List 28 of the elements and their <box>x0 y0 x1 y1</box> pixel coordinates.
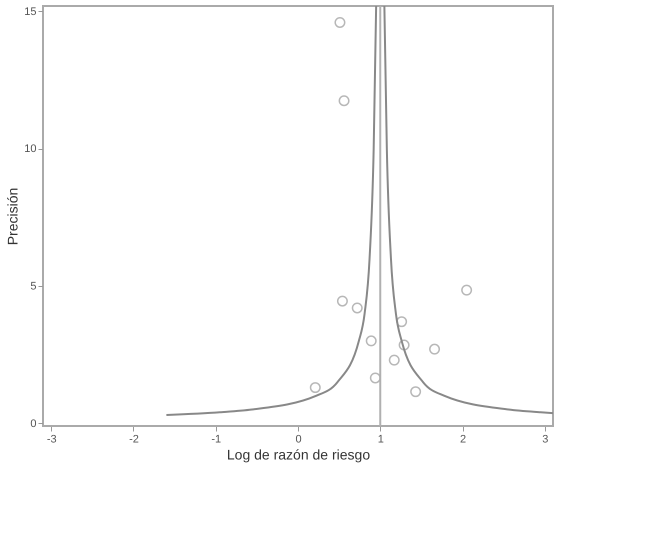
x-tick-label: 1 <box>378 434 384 446</box>
point <box>429 344 440 355</box>
x-tick-label: 3 <box>542 434 548 446</box>
y-tick-label: 0 <box>30 418 36 430</box>
point <box>461 284 472 296</box>
point <box>336 296 348 307</box>
point <box>396 316 408 328</box>
point <box>410 386 422 398</box>
y-axis-title: Precisión <box>4 188 20 246</box>
x-tick-label: 0 <box>295 434 302 446</box>
line-series <box>383 6 553 414</box>
point <box>370 372 381 384</box>
point <box>338 95 350 106</box>
x-tick-label: -1 <box>211 434 222 446</box>
line-series <box>165 6 378 416</box>
y-tick-label: 15 <box>24 6 36 18</box>
y-tick-label: 10 <box>24 143 36 156</box>
point <box>398 340 410 351</box>
point <box>310 382 321 394</box>
x-tick-label: -3 <box>46 434 57 446</box>
y-tick-label: 5 <box>30 280 36 292</box>
point <box>334 16 346 28</box>
point <box>352 302 363 314</box>
point <box>388 354 400 366</box>
x-tick-label: 2 <box>460 434 466 446</box>
x-tick-label: -2 <box>129 434 139 446</box>
x-axis-title: Log de razón de riesgo <box>226 446 370 462</box>
point <box>366 335 377 346</box>
